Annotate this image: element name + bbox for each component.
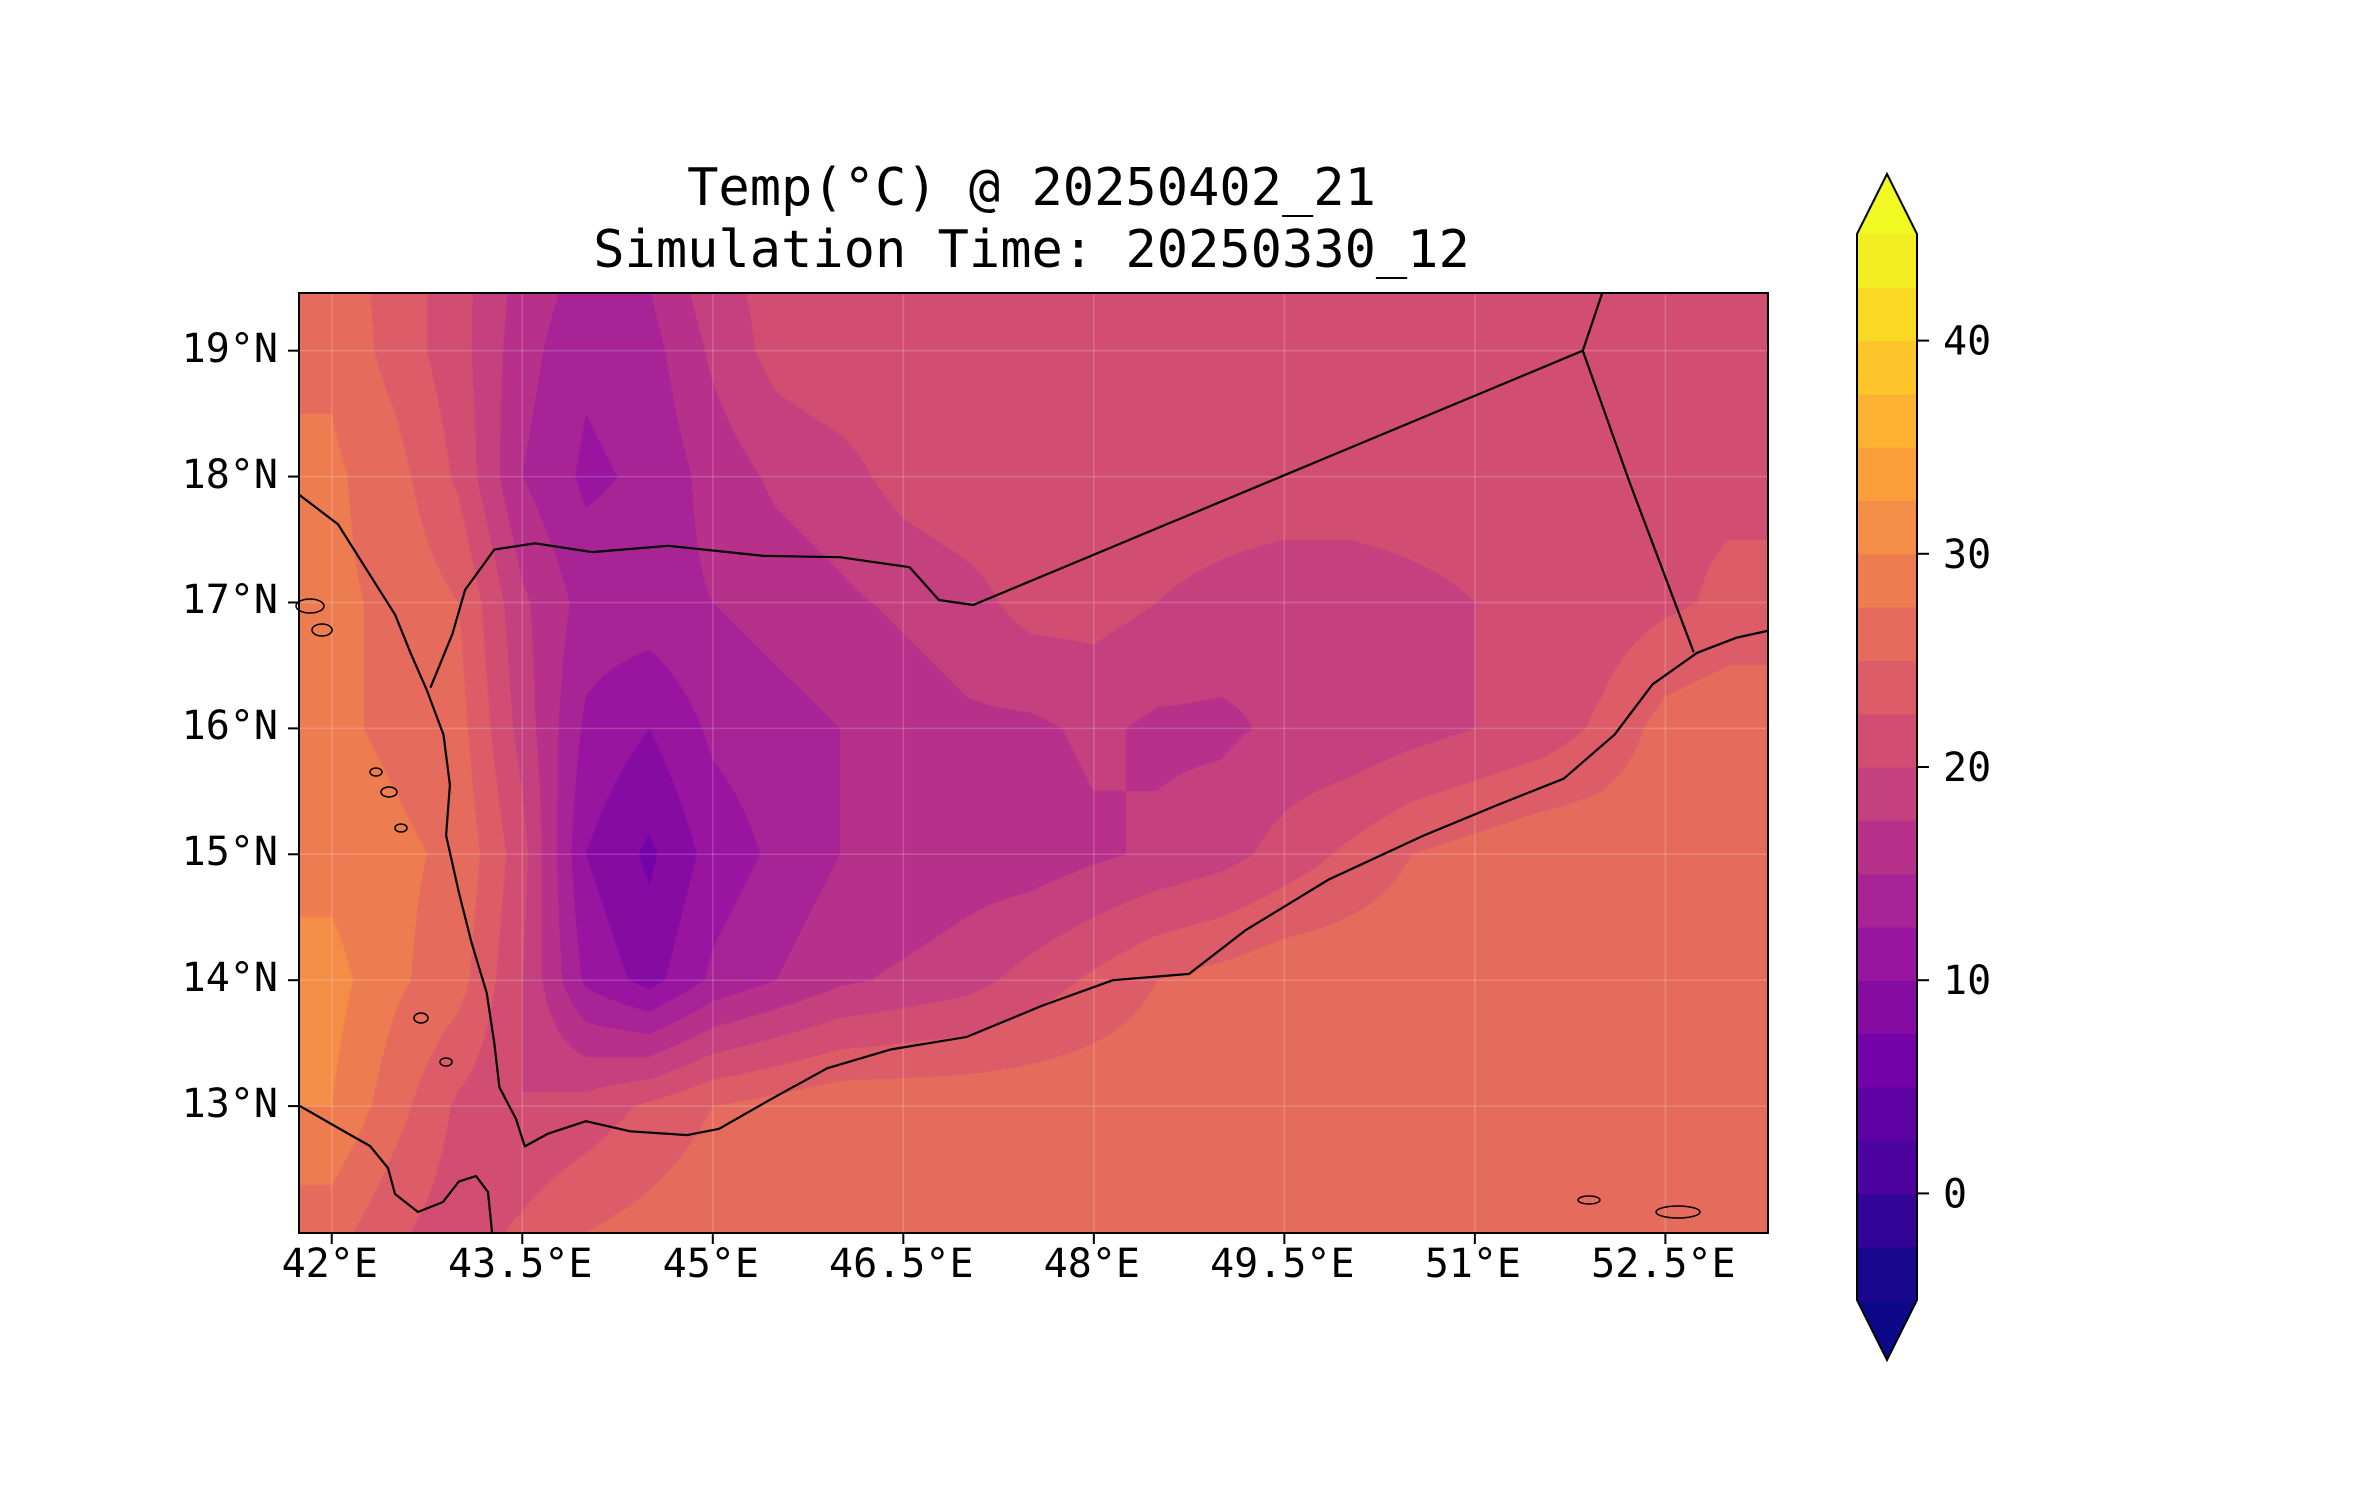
x-tick-label: 42°E [281, 1241, 378, 1287]
map-plot-area [288, 292, 1769, 1244]
plot-subtitle: Simulation Time: 20250330_12 [593, 220, 1470, 280]
x-tick-label: 45°E [662, 1241, 759, 1287]
island-outline [380, 786, 398, 798]
colorbar: 40 30 20 10 0 [1856, 171, 1991, 1363]
colorbar-outline [1856, 171, 1918, 1363]
island-outline [295, 598, 325, 614]
graticule-lines [300, 294, 1767, 1232]
island-outline [394, 823, 408, 833]
islands [295, 598, 1701, 1219]
colorbar-band [1857, 820, 1917, 875]
x-tick-label: 43.5°E [448, 1241, 593, 1287]
y-tick-label: 16°N [181, 703, 278, 750]
saudi-oman-border [1581, 292, 1603, 352]
saudi-yemen-border [429, 349, 1584, 688]
coastline [298, 494, 1769, 1148]
map-overlay [288, 292, 1769, 1244]
island-outline [1577, 1195, 1601, 1205]
y-tick-label: 13°N [181, 1081, 278, 1128]
colorbar-tick-label: 30 [1943, 532, 1991, 578]
colorbar-band [1857, 767, 1917, 821]
island-outline [1655, 1205, 1701, 1219]
island-outline [311, 623, 333, 637]
y-tick-label: 19°N [181, 325, 278, 372]
colorbar-bands [1857, 234, 1917, 1301]
x-tick-label: 51°E [1424, 1241, 1522, 1287]
colorbar-tick-label: 20 [1943, 745, 1991, 791]
island-outline [439, 1057, 453, 1067]
x-tick-label: 46.5°E [829, 1241, 974, 1287]
colorbar-band [1857, 500, 1917, 555]
plot-title: Temp(°C) @ 20250402_21 [687, 158, 1376, 218]
colorbar-band [1857, 660, 1917, 715]
colorbar-band [1857, 926, 1917, 981]
x-tick-label: 52.5°E [1591, 1241, 1736, 1287]
oman-yemen-border [1581, 349, 1695, 653]
africa-coastline [298, 1105, 494, 1234]
colorbar-band [1857, 340, 1917, 395]
y-tick-label: 14°N [181, 955, 278, 1002]
y-tick-label: 18°N [181, 451, 278, 498]
colorbar-band [1857, 980, 1917, 1035]
colorbar-under-arrow [1857, 1300, 1917, 1360]
colorbar-tick-label: 0 [1943, 1171, 1967, 1217]
temperature-heatmap [300, 294, 1767, 1232]
colorbar-band [1857, 287, 1917, 342]
colorbar-band [1857, 393, 1917, 448]
colorbar-band [1857, 607, 1917, 661]
colorbar-band [1857, 1140, 1917, 1194]
axis-tick-marks [288, 349, 1667, 1244]
y-tick-label: 15°N [181, 829, 278, 876]
island-outline [413, 1012, 429, 1024]
colorbar-band [1857, 234, 1917, 288]
colorbar-over-arrow [1857, 174, 1917, 234]
colorbar-band [1857, 713, 1917, 768]
island-outline [369, 767, 383, 777]
colorbar-band [1857, 1246, 1917, 1301]
y-tick-label: 17°N [181, 577, 278, 624]
colorbar-band [1857, 1033, 1917, 1088]
colorbar-tick-label: 40 [1943, 319, 1991, 365]
x-tick-label: 48°E [1043, 1241, 1140, 1287]
colorbar-tick-label: 10 [1943, 958, 1991, 1004]
colorbar-band [1857, 447, 1917, 502]
colorbar-band [1857, 1086, 1917, 1141]
x-tick-label: 49.5°E [1210, 1241, 1355, 1287]
colorbar-band [1857, 1193, 1917, 1248]
colorbar-band [1857, 873, 1917, 928]
colorbar-band [1857, 553, 1917, 608]
